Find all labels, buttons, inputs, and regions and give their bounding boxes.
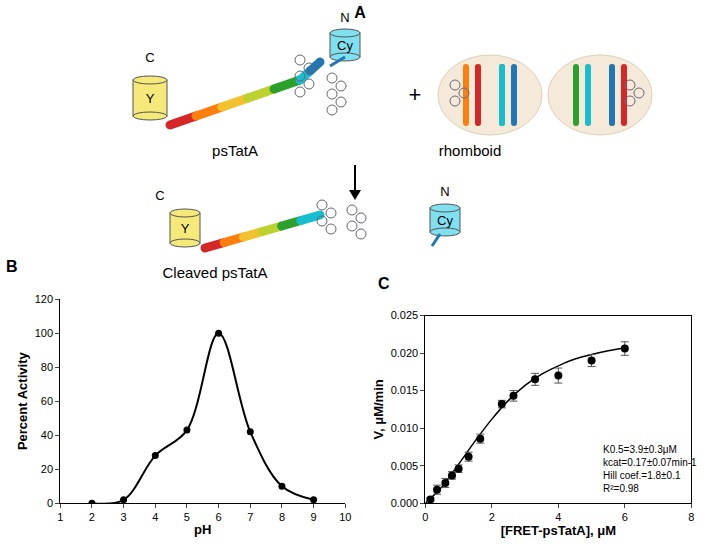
svg-text:0.025: 0.025 xyxy=(391,309,419,321)
svg-text:C: C xyxy=(155,188,164,203)
svg-text:6: 6 xyxy=(216,511,222,523)
svg-text:0.005: 0.005 xyxy=(391,460,419,472)
svg-text:3: 3 xyxy=(121,511,127,523)
svg-text:120: 120 xyxy=(35,293,53,305)
svg-text:Y: Y xyxy=(146,91,155,106)
svg-text:40: 40 xyxy=(41,429,53,441)
svg-text:0: 0 xyxy=(422,511,428,523)
svg-text:N: N xyxy=(440,184,449,199)
svg-text:+: + xyxy=(409,82,422,107)
svg-text:5: 5 xyxy=(184,511,190,523)
svg-text:0: 0 xyxy=(47,497,53,509)
svg-text:K0.5=3.9±0.3μMkcat=0.17±0.07mi: K0.5=3.9±0.3μMkcat=0.17±0.07min-1Hill co… xyxy=(603,444,697,494)
svg-text:Y: Y xyxy=(181,221,190,236)
svg-text:2: 2 xyxy=(489,511,495,523)
svg-text:9: 9 xyxy=(311,511,317,523)
svg-text:10: 10 xyxy=(339,511,351,523)
svg-text:C: C xyxy=(145,50,154,65)
svg-text:0.015: 0.015 xyxy=(391,384,419,396)
svg-text:0.010: 0.010 xyxy=(391,422,419,434)
svg-text:0.000: 0.000 xyxy=(391,497,419,509)
svg-text:4: 4 xyxy=(152,511,158,523)
svg-text:Cy: Cy xyxy=(437,213,453,228)
svg-text:Cy: Cy xyxy=(337,38,353,53)
svg-text:rhomboid: rhomboid xyxy=(439,142,502,159)
svg-text:60: 60 xyxy=(41,395,53,407)
svg-text:N: N xyxy=(340,10,349,25)
svg-text:2: 2 xyxy=(89,511,95,523)
svg-text:C: C xyxy=(378,275,390,292)
svg-text:B: B xyxy=(6,258,18,275)
svg-text:psTatA: psTatA xyxy=(212,142,258,159)
svg-text:20: 20 xyxy=(41,463,53,475)
svg-text:7: 7 xyxy=(247,511,253,523)
svg-text:A: A xyxy=(354,4,366,21)
svg-text:80: 80 xyxy=(41,361,53,373)
svg-text:Percent Activity: Percent Activity xyxy=(15,352,30,451)
svg-text:100: 100 xyxy=(35,327,53,339)
svg-text:V, μM/min: V, μM/min xyxy=(371,379,386,439)
svg-text:8: 8 xyxy=(688,511,694,523)
svg-text:6: 6 xyxy=(622,511,628,523)
svg-text:pH: pH xyxy=(194,522,211,537)
svg-text:Cleaved psTatA: Cleaved psTatA xyxy=(162,264,267,281)
svg-text:0.020: 0.020 xyxy=(391,347,419,359)
svg-text:[FRET-psTatA], μM: [FRET-psTatA], μM xyxy=(501,523,616,538)
svg-text:8: 8 xyxy=(279,511,285,523)
svg-text:4: 4 xyxy=(555,511,561,523)
svg-text:1: 1 xyxy=(57,511,63,523)
